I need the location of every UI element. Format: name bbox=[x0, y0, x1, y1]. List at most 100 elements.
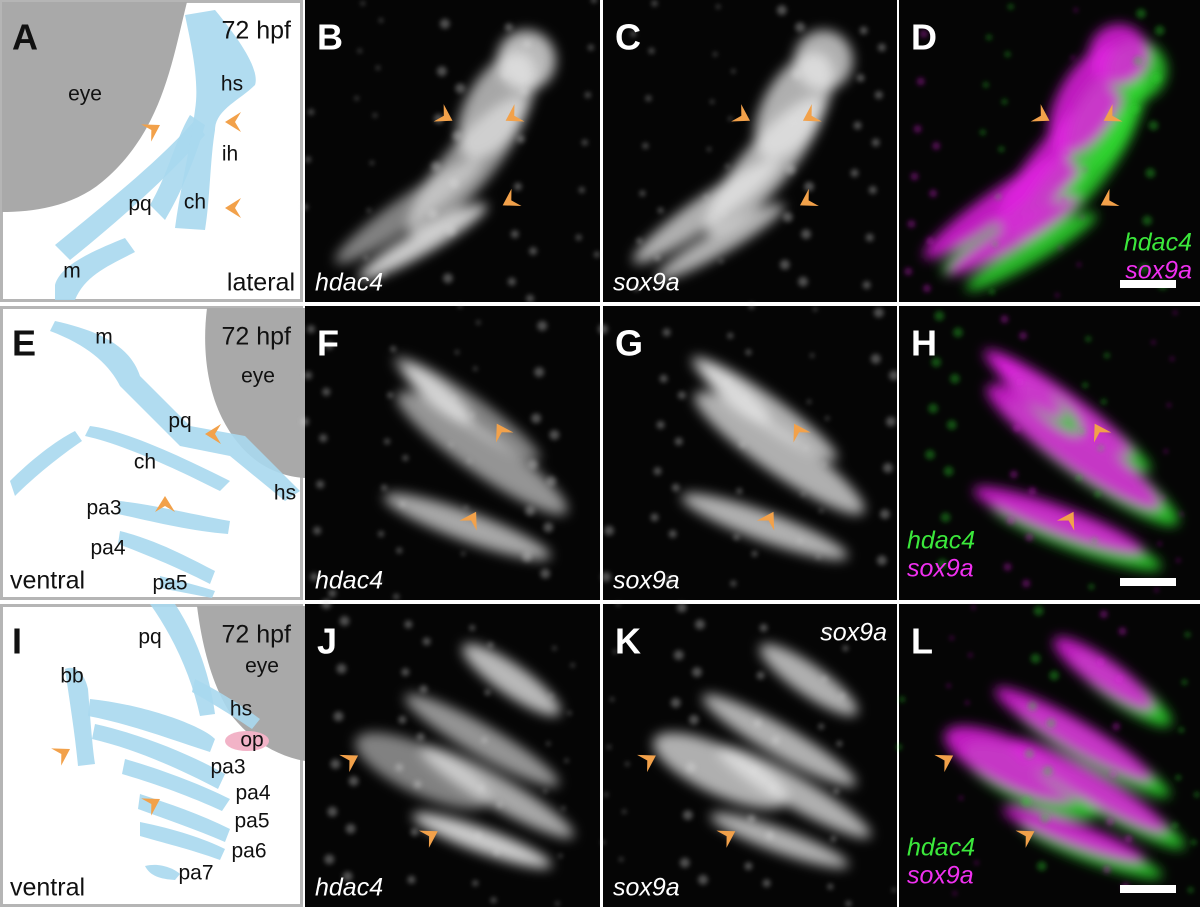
speckle-dot bbox=[528, 459, 539, 470]
speckle-dot bbox=[401, 668, 410, 677]
speckle-dot bbox=[653, 467, 662, 476]
speckle-dot bbox=[540, 568, 551, 579]
speckle-dot bbox=[475, 832, 482, 839]
speckle-dot bbox=[836, 740, 843, 747]
speckle-dot bbox=[616, 602, 621, 606]
structure-label: pa4 bbox=[90, 537, 125, 560]
speckle-dot bbox=[593, 251, 600, 258]
speckle-dot bbox=[339, 616, 350, 627]
speckle-dot bbox=[804, 181, 815, 192]
signal-blob bbox=[419, 745, 574, 839]
speckle-dot bbox=[888, 370, 899, 381]
speckle-dot bbox=[452, 130, 463, 141]
speckle-dot bbox=[896, 743, 902, 750]
panel-letter: L bbox=[911, 621, 933, 662]
panel-letter: G bbox=[615, 323, 643, 364]
speckle-dot bbox=[1154, 588, 1159, 593]
speckle-dot bbox=[782, 212, 793, 223]
speckle-dot bbox=[1173, 310, 1178, 315]
speckle-dot bbox=[719, 259, 724, 264]
speckle-dot bbox=[490, 897, 497, 904]
speckle-dot bbox=[1176, 558, 1181, 563]
speckle-dot bbox=[995, 193, 1002, 200]
channel-label: sox9a bbox=[820, 619, 887, 647]
speckle-dot bbox=[604, 525, 615, 536]
panel-letter: K bbox=[615, 621, 641, 662]
speckle-dot bbox=[336, 663, 347, 674]
speckle-dot bbox=[613, 649, 618, 654]
speckle-dot bbox=[322, 387, 331, 396]
speckle-dot bbox=[685, 762, 696, 773]
speckle-dot bbox=[759, 623, 768, 632]
speckle-dot bbox=[845, 900, 852, 907]
signal-blob bbox=[694, 391, 865, 515]
speckle-dot bbox=[375, 65, 380, 70]
speckle-dot bbox=[771, 736, 780, 745]
speckle-dot bbox=[507, 277, 516, 286]
speckle-dot bbox=[570, 663, 575, 668]
speckle-dot bbox=[651, 0, 658, 7]
speckle-dot bbox=[519, 87, 528, 96]
arrowhead bbox=[1103, 104, 1123, 122]
speckle-dot bbox=[879, 509, 890, 520]
speckle-dot bbox=[455, 83, 466, 94]
speckle-dot bbox=[348, 776, 359, 787]
speckle-dot bbox=[768, 783, 777, 792]
speckle-dot bbox=[625, 762, 630, 767]
speckle-dot bbox=[378, 530, 385, 537]
signal-blob bbox=[383, 493, 551, 560]
speckle bbox=[598, 303, 899, 587]
signal bbox=[335, 30, 556, 280]
speckle-dot bbox=[779, 259, 790, 270]
signal bbox=[383, 356, 568, 560]
speckle-dot bbox=[1082, 382, 1089, 389]
speckle-dot bbox=[1151, 73, 1162, 84]
speckle-dot bbox=[382, 272, 387, 277]
speckle-dot bbox=[1061, 198, 1066, 203]
speckle-dot bbox=[1027, 701, 1038, 712]
speckle-dot bbox=[862, 281, 871, 290]
speckle-dot bbox=[785, 164, 796, 175]
signal-blob bbox=[965, 212, 1097, 291]
structure-label: pa4 bbox=[235, 782, 270, 805]
panel-letter: E bbox=[12, 323, 36, 364]
speckle-dot bbox=[830, 835, 837, 842]
speckle-dot bbox=[807, 399, 812, 404]
speckle-dot bbox=[472, 880, 479, 887]
panel-letter: H bbox=[911, 323, 937, 364]
structure-label: pa7 bbox=[178, 862, 213, 885]
signal-blob bbox=[412, 812, 552, 869]
speckle-dot bbox=[442, 273, 453, 284]
gene-label: hdac4 bbox=[907, 527, 975, 555]
speckle-dot bbox=[1024, 748, 1035, 759]
speckle-dot bbox=[959, 796, 964, 801]
speckle-dot bbox=[607, 744, 612, 749]
structure-label: ih bbox=[222, 143, 238, 166]
speckle-dot bbox=[934, 310, 945, 321]
speckle-dot bbox=[916, 77, 925, 86]
cartilage bbox=[118, 531, 215, 584]
speckle-dot bbox=[467, 459, 472, 464]
speckle-dot bbox=[381, 484, 388, 491]
speckle-dot bbox=[1193, 791, 1200, 798]
gene-label: sox9a bbox=[907, 555, 974, 583]
eye-shape bbox=[197, 606, 305, 761]
structure-label: bb bbox=[60, 665, 83, 688]
speckle-dot bbox=[742, 395, 749, 402]
arrowhead bbox=[802, 104, 822, 122]
speckle-dot bbox=[1075, 474, 1082, 481]
speckle-dot bbox=[449, 178, 460, 189]
speckle-dot bbox=[622, 809, 627, 814]
speckle-dot bbox=[316, 480, 325, 489]
speckle-dot bbox=[1145, 168, 1156, 179]
speckle-dot bbox=[1151, 340, 1156, 345]
speckle-dot bbox=[604, 792, 609, 797]
speckle-dot bbox=[937, 558, 948, 569]
speckle-dot bbox=[325, 341, 334, 350]
view-label: lateral bbox=[227, 269, 295, 297]
speckle-dot bbox=[470, 413, 475, 418]
cartilage bbox=[138, 794, 230, 842]
speckle-dot bbox=[913, 124, 922, 133]
